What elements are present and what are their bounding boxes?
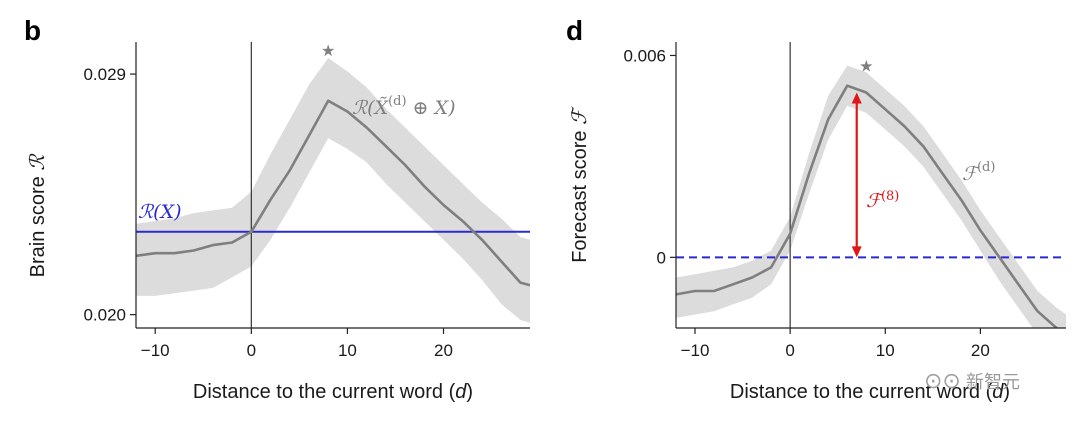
panel-b-axes: −10 0 10 20 0.020 0.029 bbox=[83, 42, 530, 360]
panel-d-arrow-head-top bbox=[851, 92, 862, 104]
panel-b-series-label: ℛ(X̃(d) ⊕ X) bbox=[352, 94, 456, 119]
panel-b-confidence-band bbox=[136, 58, 530, 323]
panel-b-clipped-group bbox=[136, 42, 530, 328]
panel-d-arrow-label: ℱ(8) bbox=[866, 189, 899, 212]
panel-d-plot-area: ★ bbox=[676, 42, 1066, 328]
panel-b-significance-star-icon: ★ bbox=[321, 41, 335, 60]
panel-d-arrow-head-bottom bbox=[851, 246, 862, 258]
panel-d-y-tick-label: 0.006 bbox=[623, 46, 666, 65]
panel-b-y-tick-label: 0.029 bbox=[83, 65, 126, 84]
panel-d-y-axis-label: Forecast score ℱ bbox=[567, 106, 591, 263]
wechat-icon: ⊙⊙ bbox=[924, 368, 961, 393]
panel-d-significance-star-icon: ★ bbox=[859, 57, 873, 76]
panel-b-x-axis-label: Distance to the current word (d) bbox=[193, 381, 473, 403]
panel-d-series-line bbox=[676, 84, 1059, 328]
panel-b-x-tick-label: 0 bbox=[247, 341, 256, 360]
panel-b-x-tick-label: 20 bbox=[434, 341, 453, 360]
watermark: ⊙⊙ 新智元 bbox=[924, 368, 1020, 393]
panel-d-axes: −10 0 10 20 0 0.006 bbox=[623, 42, 1066, 360]
panel-d-x-tick-label: 10 bbox=[876, 341, 895, 360]
panel-b-baseline-label: ℛ(X) bbox=[138, 201, 182, 223]
panel-d-x-axis-label: Distance to the current word (d) bbox=[730, 381, 1010, 403]
panel-b-x-tick-label: 10 bbox=[338, 341, 357, 360]
panel-b-chart: ★ −10 0 10 20 0.020 0.029 Distance to the cur… bbox=[25, 41, 530, 403]
panel-d-x-tick-label: −10 bbox=[681, 341, 710, 360]
panel-b-x-tick-label: −10 bbox=[141, 341, 170, 360]
panel-d-x-tick-label: 20 bbox=[971, 341, 990, 360]
panel-b-y-tick-label: 0.020 bbox=[83, 306, 126, 325]
panel-d-series-label: ℱ(d) bbox=[962, 160, 995, 185]
watermark-text: 新智元 bbox=[966, 372, 1020, 393]
panel-d-y-tick-label: 0 bbox=[657, 248, 666, 267]
panel-b-plot-area: ★ bbox=[136, 41, 530, 328]
panel-b-series-line bbox=[136, 99, 530, 287]
panel-d-clipped-group bbox=[676, 42, 1066, 328]
panel-b-letter: b bbox=[24, 15, 41, 46]
panel-d-letter: d bbox=[566, 15, 583, 46]
panel-d-chart: ★ −10 0 10 20 0 0.006 Distance to the current… bbox=[567, 42, 1066, 403]
panel-b-y-axis-label: Brain score ℛ bbox=[25, 153, 49, 278]
panel-d-x-tick-label: 0 bbox=[785, 341, 794, 360]
